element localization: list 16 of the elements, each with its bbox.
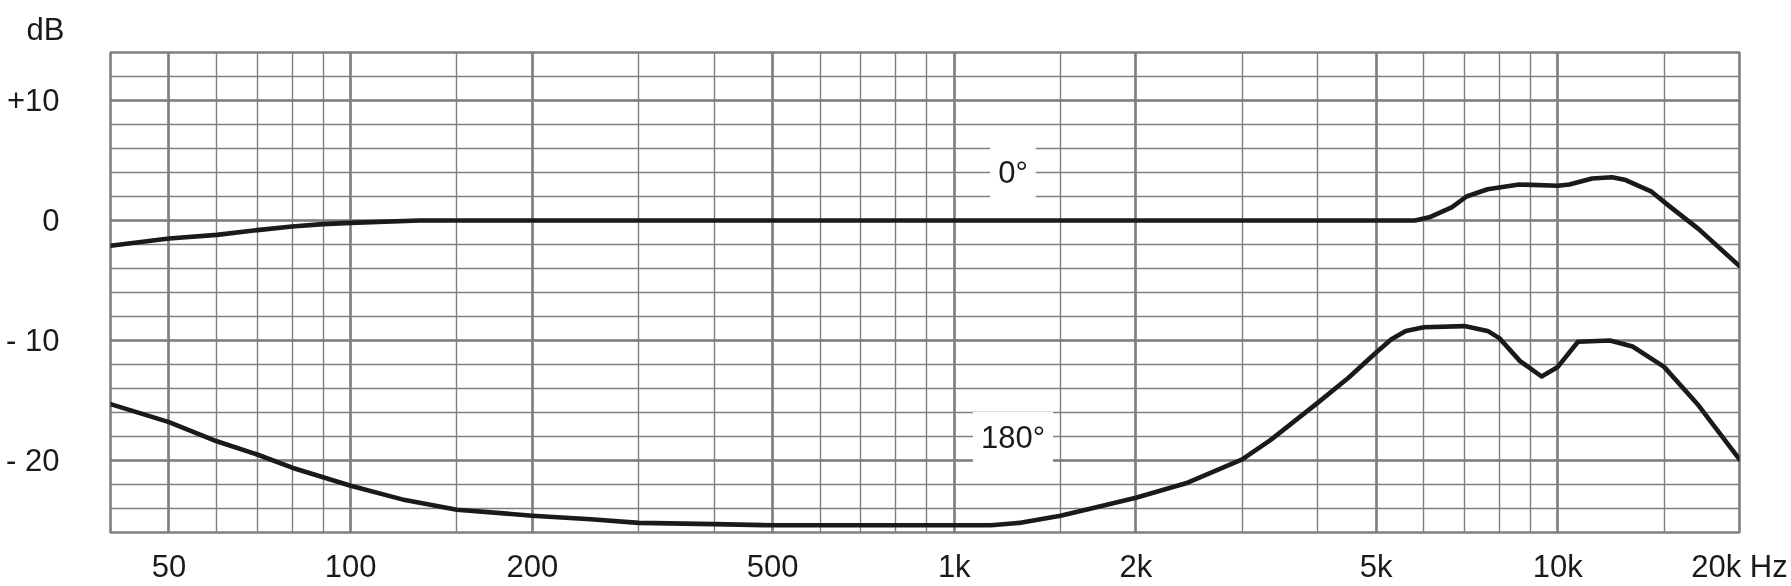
x-tick-label: 500 [746,548,799,584]
x-tick-label: 5k [1359,548,1393,584]
series-label: 0° [998,155,1028,190]
x-tick-label: 2k [1119,548,1153,584]
x-tick-label: 50 [151,548,187,584]
y-tick-label: +10 [6,83,60,118]
x-tick-label: 100 [324,548,377,584]
x-tick-label: 200 [506,548,559,584]
x-tick-label: 20k Hz [1691,548,1788,584]
y-tick-label: 0 [42,203,60,238]
y-tick-label: - 10 [6,323,60,358]
x-tick-label: 1k [937,548,972,584]
text: 180° [980,419,1046,455]
y-axis-title: dB [26,11,65,47]
y-tick-label: - 20 [6,443,60,478]
x-tick-label: 10k [1532,548,1584,584]
